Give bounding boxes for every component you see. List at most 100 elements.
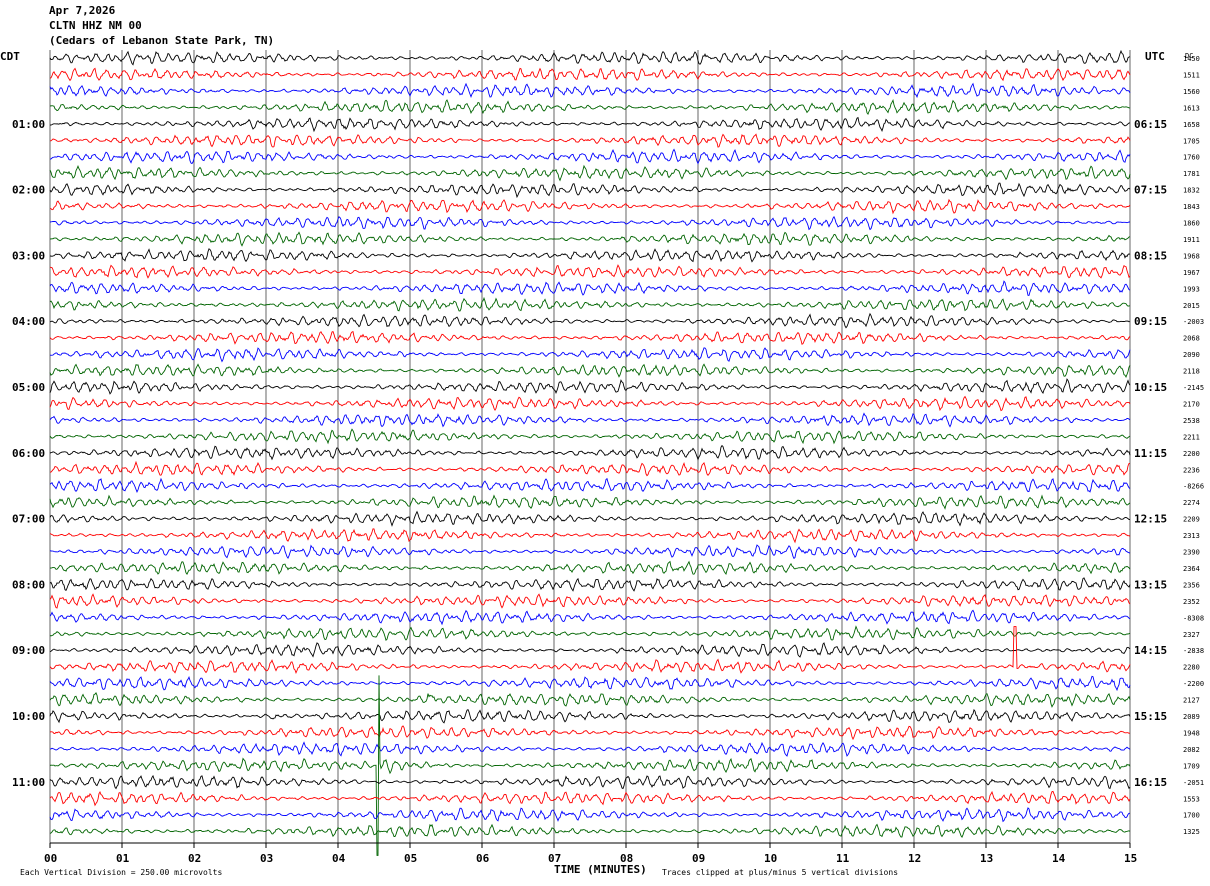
trace-line <box>49 444 1131 461</box>
cdt-time-label: 04:00 <box>12 315 45 328</box>
date-label: Apr 7,2026 <box>49 4 116 17</box>
dc-value-label: 2274 <box>1183 499 1200 507</box>
trace-line <box>49 692 1131 708</box>
trace-line <box>49 741 1131 757</box>
x-tick-label: 03 <box>260 852 273 865</box>
cdt-time-label: 06:00 <box>12 447 45 460</box>
trace-line <box>49 395 1131 412</box>
dc-value-label: 2170 <box>1183 400 1200 408</box>
trace-line <box>49 675 1131 856</box>
dc-value-label: 2082 <box>1183 746 1200 754</box>
trace-line <box>49 642 1131 658</box>
dc-value-label: 2390 <box>1183 549 1200 557</box>
trace-line <box>49 544 1131 560</box>
dc-value-label: 2211 <box>1183 433 1200 441</box>
dc-value-label: 1968 <box>1183 252 1200 260</box>
trace-line <box>49 577 1131 592</box>
cdt-time-label: 07:00 <box>12 513 45 526</box>
dc-value-label: 1325 <box>1183 828 1200 836</box>
dc-value-label: -8266 <box>1183 483 1204 491</box>
cdt-time-label: 01:00 <box>12 118 45 131</box>
dc-value-label: 1760 <box>1183 154 1200 162</box>
seismic-traces <box>49 49 1131 856</box>
utc-time-label: 08:15 <box>1134 249 1167 262</box>
x-tick-label: 06 <box>476 852 490 865</box>
x-tick-label: 04 <box>332 852 346 865</box>
trace-line <box>49 460 1131 477</box>
trace-line <box>49 675 1131 692</box>
trace-line <box>49 790 1131 807</box>
cdt-time-label: 10:00 <box>12 710 45 723</box>
dc-value-label: 1658 <box>1183 121 1200 129</box>
trace-line <box>49 477 1131 494</box>
cdt-time-label: 03:00 <box>12 249 45 262</box>
trace-line <box>49 164 1131 182</box>
trace-line <box>49 625 1131 642</box>
utc-time-label: 12:15 <box>1134 513 1167 526</box>
utc-time-label: 09:15 <box>1134 315 1167 328</box>
dc-value-label: 2327 <box>1183 631 1200 639</box>
trace-line <box>49 494 1131 510</box>
trace-line <box>49 296 1131 312</box>
utc-time-label: 13:15 <box>1134 578 1167 591</box>
trace-line <box>50 133 1131 148</box>
dc-value-label: 2127 <box>1183 697 1200 705</box>
cdt-time-label: 05:00 <box>12 381 45 394</box>
x-tick-label: 09 <box>692 852 705 865</box>
trace-line <box>49 67 1131 82</box>
trace-line <box>49 774 1131 790</box>
utc-time-label: 14:15 <box>1134 644 1167 657</box>
trace-line <box>49 609 1131 626</box>
station-label: CLTN HHZ NM 00 <box>49 19 142 32</box>
x-tick-label: 10 <box>764 852 777 865</box>
utc-time-label: 06:15 <box>1134 118 1167 131</box>
dc-value-label: 2090 <box>1183 351 1200 359</box>
dc-column-header: DC <box>1185 52 1193 60</box>
trace-line <box>49 428 1131 445</box>
trace-line <box>49 148 1131 165</box>
dc-value-label: 2356 <box>1183 581 1200 589</box>
x-tick-label: 12 <box>908 852 921 865</box>
trace-line <box>49 82 1131 99</box>
grid-lines <box>49 50 1131 843</box>
trace-line <box>49 510 1131 527</box>
dc-value-label: 2364 <box>1183 565 1200 573</box>
dc-value-label: 1709 <box>1183 762 1200 770</box>
trace-line <box>49 182 1131 199</box>
dc-value-label: 2313 <box>1183 532 1200 540</box>
dc-value-label: 1860 <box>1183 220 1200 228</box>
x-tick-label: 14 <box>1052 852 1066 865</box>
right-timezone-label: UTC <box>1145 50 1165 63</box>
dc-value-label: 2352 <box>1183 598 1200 606</box>
dc-value-label: -2838 <box>1183 647 1204 655</box>
x-tick-label: 13 <box>980 852 993 865</box>
trace-line <box>49 312 1131 329</box>
dc-value-label: 2118 <box>1183 368 1200 376</box>
trace-line <box>49 626 1131 675</box>
trace-line <box>49 823 1131 838</box>
trace-line <box>49 807 1130 823</box>
location-label: (Cedars of Lebanon State Park, TN) <box>49 34 275 47</box>
trace-line <box>49 528 1131 544</box>
trace-line <box>49 280 1131 296</box>
trace-line <box>49 330 1131 345</box>
trace-line <box>49 347 1131 363</box>
dc-value-label: 2280 <box>1183 664 1200 672</box>
cdt-time-label: 11:00 <box>12 776 45 789</box>
x-tick-label: 00 <box>44 852 57 865</box>
trace-line <box>49 264 1131 279</box>
utc-time-label: 16:15 <box>1134 776 1167 789</box>
time-axis: 00 01 02 03 04 05 06 07 08 09 10 11 12 13 14 15 <box>44 842 1137 865</box>
trace-line <box>49 725 1131 741</box>
trace-line <box>49 708 1131 724</box>
dc-value-label: 2209 <box>1183 516 1200 524</box>
dc-value-label: 1967 <box>1183 269 1200 277</box>
trace-line <box>49 412 1131 428</box>
trace-line <box>49 98 1131 116</box>
trace-line <box>49 116 1131 133</box>
x-axis-label: TIME (MINUTES) <box>554 863 647 876</box>
trace-line <box>49 248 1131 263</box>
cdt-time-label: 08:00 <box>12 578 45 591</box>
dc-value-label: 2200 <box>1183 450 1200 458</box>
